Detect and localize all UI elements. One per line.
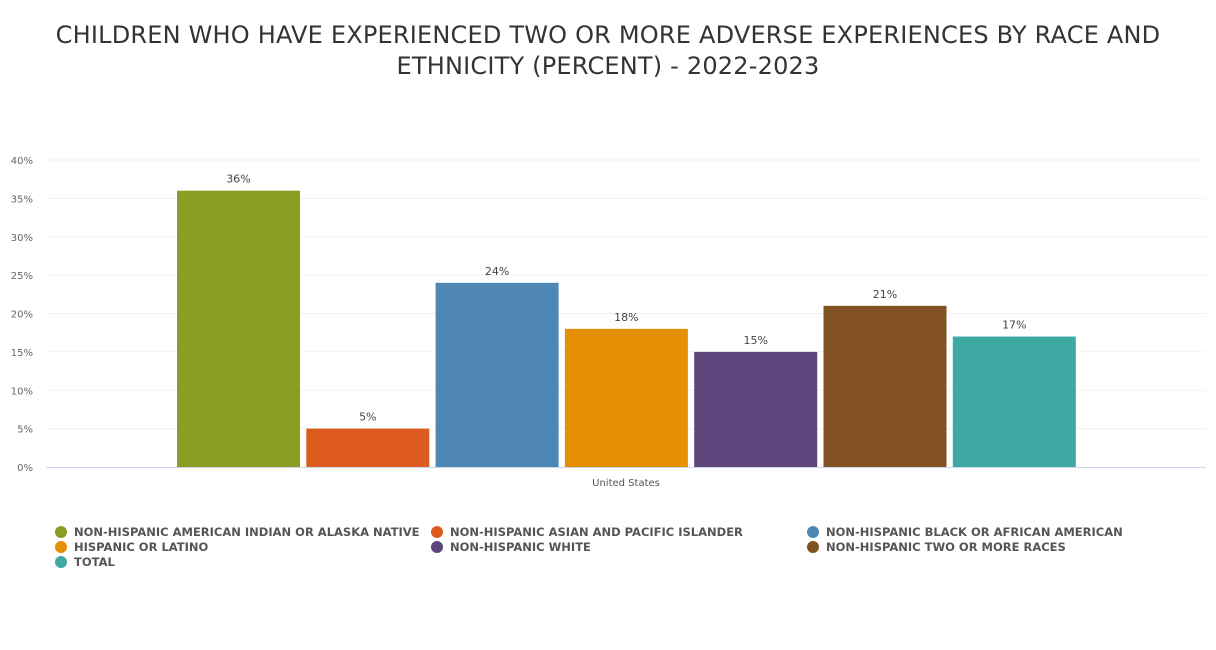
bar-4	[564, 328, 688, 467]
legend-marker-icon	[55, 526, 67, 538]
data-label: 21%	[873, 288, 897, 301]
y-tick-label: 0%	[17, 463, 33, 474]
legend-marker-icon	[807, 526, 819, 538]
bar-6	[823, 305, 947, 467]
data-label: 24%	[485, 265, 509, 278]
bar-1	[177, 190, 300, 467]
x-tick-label: United States	[592, 478, 660, 489]
legend-item[interactable]: NON-HISPANIC TWO OR MORE RACES	[807, 540, 1066, 554]
y-tick-label: 40%	[11, 156, 33, 167]
legend-marker-icon	[431, 541, 443, 553]
y-tick-label: 15%	[11, 348, 33, 359]
legend-marker-icon	[55, 541, 67, 553]
y-tick-label: 35%	[11, 194, 33, 205]
data-label: 18%	[614, 311, 638, 324]
chart-title: CHILDREN WHO HAVE EXPERIENCED TWO OR MOR…	[55, 21, 1161, 80]
y-tick-label: 20%	[11, 310, 33, 321]
y-tick-label: 30%	[11, 233, 33, 244]
legend-marker-icon	[807, 541, 819, 553]
legend-item[interactable]: TOTAL	[55, 555, 115, 569]
y-tick-label: 25%	[11, 271, 33, 282]
y-tick-label: 5%	[17, 425, 33, 436]
data-label: 36%	[226, 173, 250, 186]
bar-2	[306, 428, 430, 467]
legend-item[interactable]: NON-HISPANIC BLACK OR AFRICAN AMERICAN	[807, 525, 1123, 539]
y-tick-label: 10%	[11, 386, 33, 397]
data-label: 17%	[1002, 319, 1026, 332]
legend-label: HISPANIC OR LATINO	[74, 540, 209, 554]
bar-7	[952, 336, 1076, 467]
legend-item[interactable]: NON-HISPANIC WHITE	[431, 540, 591, 554]
legend-label: NON-HISPANIC AMERICAN INDIAN OR ALASKA N…	[74, 525, 420, 539]
bar-5	[694, 351, 818, 467]
legend-label: NON-HISPANIC BLACK OR AFRICAN AMERICAN	[826, 525, 1123, 539]
data-label: 15%	[743, 334, 767, 347]
legend-label: NON-HISPANIC ASIAN AND PACIFIC ISLANDER	[450, 525, 743, 539]
legend-label: TOTAL	[74, 555, 115, 569]
legend-item[interactable]: NON-HISPANIC ASIAN AND PACIFIC ISLANDER	[431, 525, 743, 539]
legend-label: NON-HISPANIC TWO OR MORE RACES	[826, 540, 1066, 554]
legend-marker-icon	[55, 556, 67, 568]
bar-3	[435, 282, 559, 467]
legend-marker-icon	[431, 526, 443, 538]
legend-label: NON-HISPANIC WHITE	[450, 540, 591, 554]
data-label: 5%	[359, 411, 376, 424]
legend-item[interactable]: NON-HISPANIC AMERICAN INDIAN OR ALASKA N…	[55, 525, 420, 539]
legend-item[interactable]: HISPANIC OR LATINO	[55, 540, 208, 554]
